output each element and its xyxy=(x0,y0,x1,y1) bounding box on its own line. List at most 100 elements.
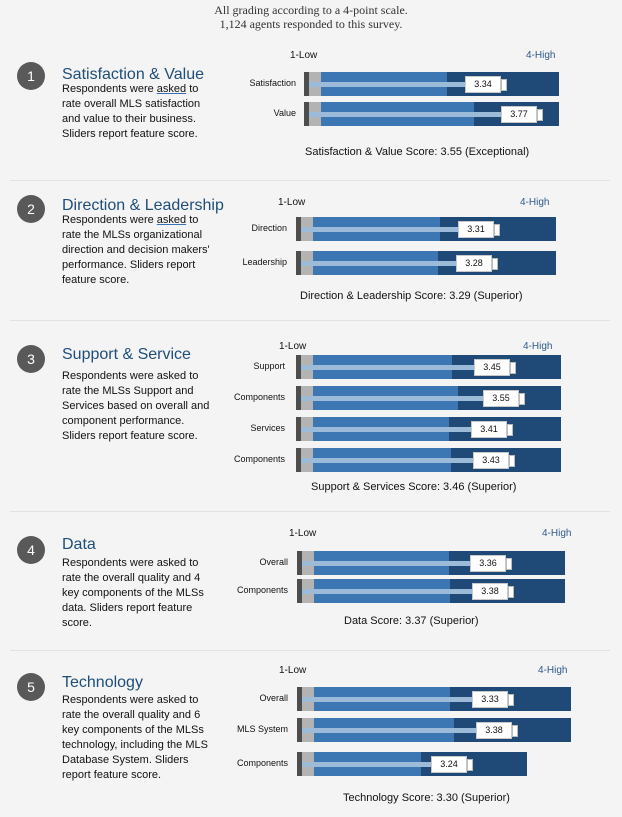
bar-start-marker xyxy=(296,417,301,441)
scale-low-label: 1-Low xyxy=(289,528,317,539)
section-description: Respondents were asked to rate the MLSs … xyxy=(62,369,212,444)
slider-handle xyxy=(537,109,543,121)
section-description: Respondents were asked to rate the overa… xyxy=(62,693,212,783)
description-highlight: asked xyxy=(156,214,187,226)
feature-score-value: 3.28 xyxy=(456,255,492,272)
bar-start-marker xyxy=(296,251,301,275)
feature-slider-track xyxy=(309,82,501,87)
slider-handle xyxy=(508,586,514,598)
description-highlight: asked xyxy=(156,83,187,95)
row-label: Components xyxy=(233,454,285,464)
slider-handle xyxy=(512,725,518,737)
row-label: Overall xyxy=(259,557,288,567)
feature-slider-track xyxy=(302,728,512,733)
score-bar: 3.36 xyxy=(297,551,565,575)
bar-start-marker xyxy=(296,386,301,410)
bar-start-marker xyxy=(297,687,302,711)
section-title: Technology xyxy=(62,674,143,691)
feature-slider-track xyxy=(301,458,509,463)
section-number-badge: 2 xyxy=(17,195,45,223)
feature-score-value: 3.24 xyxy=(431,756,467,773)
score-bar: 3.43 xyxy=(296,448,561,472)
scale-low-label: 1-Low xyxy=(278,197,306,208)
section-3: 3 Support & Service Respondents were asked… xyxy=(0,341,622,493)
scale-high-label: 4-High xyxy=(526,50,556,61)
slider-handle xyxy=(494,224,500,236)
description-text: Respondents were asked to rate the MLSs … xyxy=(62,370,210,442)
description-text: Respondents were asked to rate the overa… xyxy=(62,694,208,781)
slider-handle xyxy=(492,258,498,270)
feature-score-value: 3.34 xyxy=(465,76,501,93)
feature-slider-track xyxy=(301,396,519,401)
section-2: 2 Direction & Leadership Respondents were … xyxy=(0,193,622,323)
feature-score-value: 3.45 xyxy=(474,359,510,376)
row-label: Satisfaction xyxy=(249,78,296,88)
section-title: Data xyxy=(62,536,96,553)
row-label: Services xyxy=(250,423,285,433)
section-description: Respondents were asked to rate the overa… xyxy=(62,556,212,631)
score-bar: 3.38 xyxy=(297,579,565,603)
feature-slider-track xyxy=(301,227,494,232)
score-bar: 3.38 xyxy=(297,718,571,742)
section-divider xyxy=(10,650,610,651)
feature-score-value: 3.31 xyxy=(458,221,494,238)
slider-handle xyxy=(508,694,514,706)
feature-slider-track xyxy=(301,261,492,266)
section-5: 5 Technology Respondents were asked to rat… xyxy=(0,665,622,804)
row-label: Components xyxy=(236,758,288,768)
score-bar: 3.77 xyxy=(304,102,559,126)
slider-handle xyxy=(507,424,513,436)
row-label: Direction xyxy=(251,223,287,233)
slider-handle xyxy=(506,558,512,570)
section-score: Technology Score: 3.30 (Superior) xyxy=(343,792,510,804)
section-description: Respondents were asked to rate the MLSs … xyxy=(62,213,212,288)
feature-slider-track xyxy=(309,112,537,117)
row-label: Components xyxy=(233,392,285,402)
scale-high-label: 4-High xyxy=(538,665,568,676)
score-bar: 3.33 xyxy=(297,687,571,711)
scale-high-label: 4-High xyxy=(542,528,572,539)
bar-start-marker xyxy=(296,448,301,472)
row-label: Leadership xyxy=(242,257,287,267)
bar-start-marker xyxy=(297,579,302,603)
scale-low-label: 1-Low xyxy=(279,341,307,352)
section-description: Respondents were asked to rate overall M… xyxy=(62,82,212,142)
section-title: Direction & Leadership xyxy=(62,197,224,214)
scale-high-label: 4-High xyxy=(523,341,553,352)
score-bar: 3.24 xyxy=(297,752,527,776)
section-4: 4 Data Respondents were asked to rate the … xyxy=(0,528,622,664)
slider-handle xyxy=(510,362,516,374)
bar-start-marker xyxy=(296,217,301,241)
bar-start-marker xyxy=(297,718,302,742)
score-bar: 3.34 xyxy=(304,72,559,96)
section-number-badge: 3 xyxy=(17,345,45,373)
slider-handle xyxy=(467,759,473,771)
score-bar: 3.45 xyxy=(296,355,561,379)
slider-handle xyxy=(509,455,515,467)
section-score: Direction & Leadership Score: 3.29 (Supe… xyxy=(300,290,523,302)
score-bar: 3.41 xyxy=(296,417,561,441)
slider-handle xyxy=(519,393,525,405)
bar-start-marker xyxy=(296,355,301,379)
section-number-badge: 4 xyxy=(17,536,45,564)
slider-handle xyxy=(501,79,507,91)
scale-high-label: 4-High xyxy=(520,197,550,208)
feature-slider-track xyxy=(301,427,507,432)
feature-score-value: 3.55 xyxy=(483,390,519,407)
feature-slider-track xyxy=(302,589,508,594)
section-divider xyxy=(10,511,610,512)
section-score: Satisfaction & Value Score: 3.55 (Except… xyxy=(305,146,530,158)
section-score: Data Score: 3.37 (Superior) xyxy=(344,615,479,627)
section-number-badge: 5 xyxy=(17,673,45,701)
section-divider xyxy=(10,180,610,181)
feature-slider-track xyxy=(302,762,467,767)
bar-start-marker xyxy=(297,752,302,776)
feature-score-value: 3.38 xyxy=(476,722,512,739)
feature-slider-track xyxy=(302,697,508,702)
feature-score-value: 3.77 xyxy=(501,106,537,123)
description-text: Respondents were xyxy=(62,214,157,226)
respondent-count: 1,124 agents responded to this survey. xyxy=(219,17,403,31)
bar-start-marker xyxy=(304,72,309,96)
bar-start-marker xyxy=(297,551,302,575)
section-1: 1 Satisfaction & Value Respondents were as… xyxy=(0,50,622,190)
